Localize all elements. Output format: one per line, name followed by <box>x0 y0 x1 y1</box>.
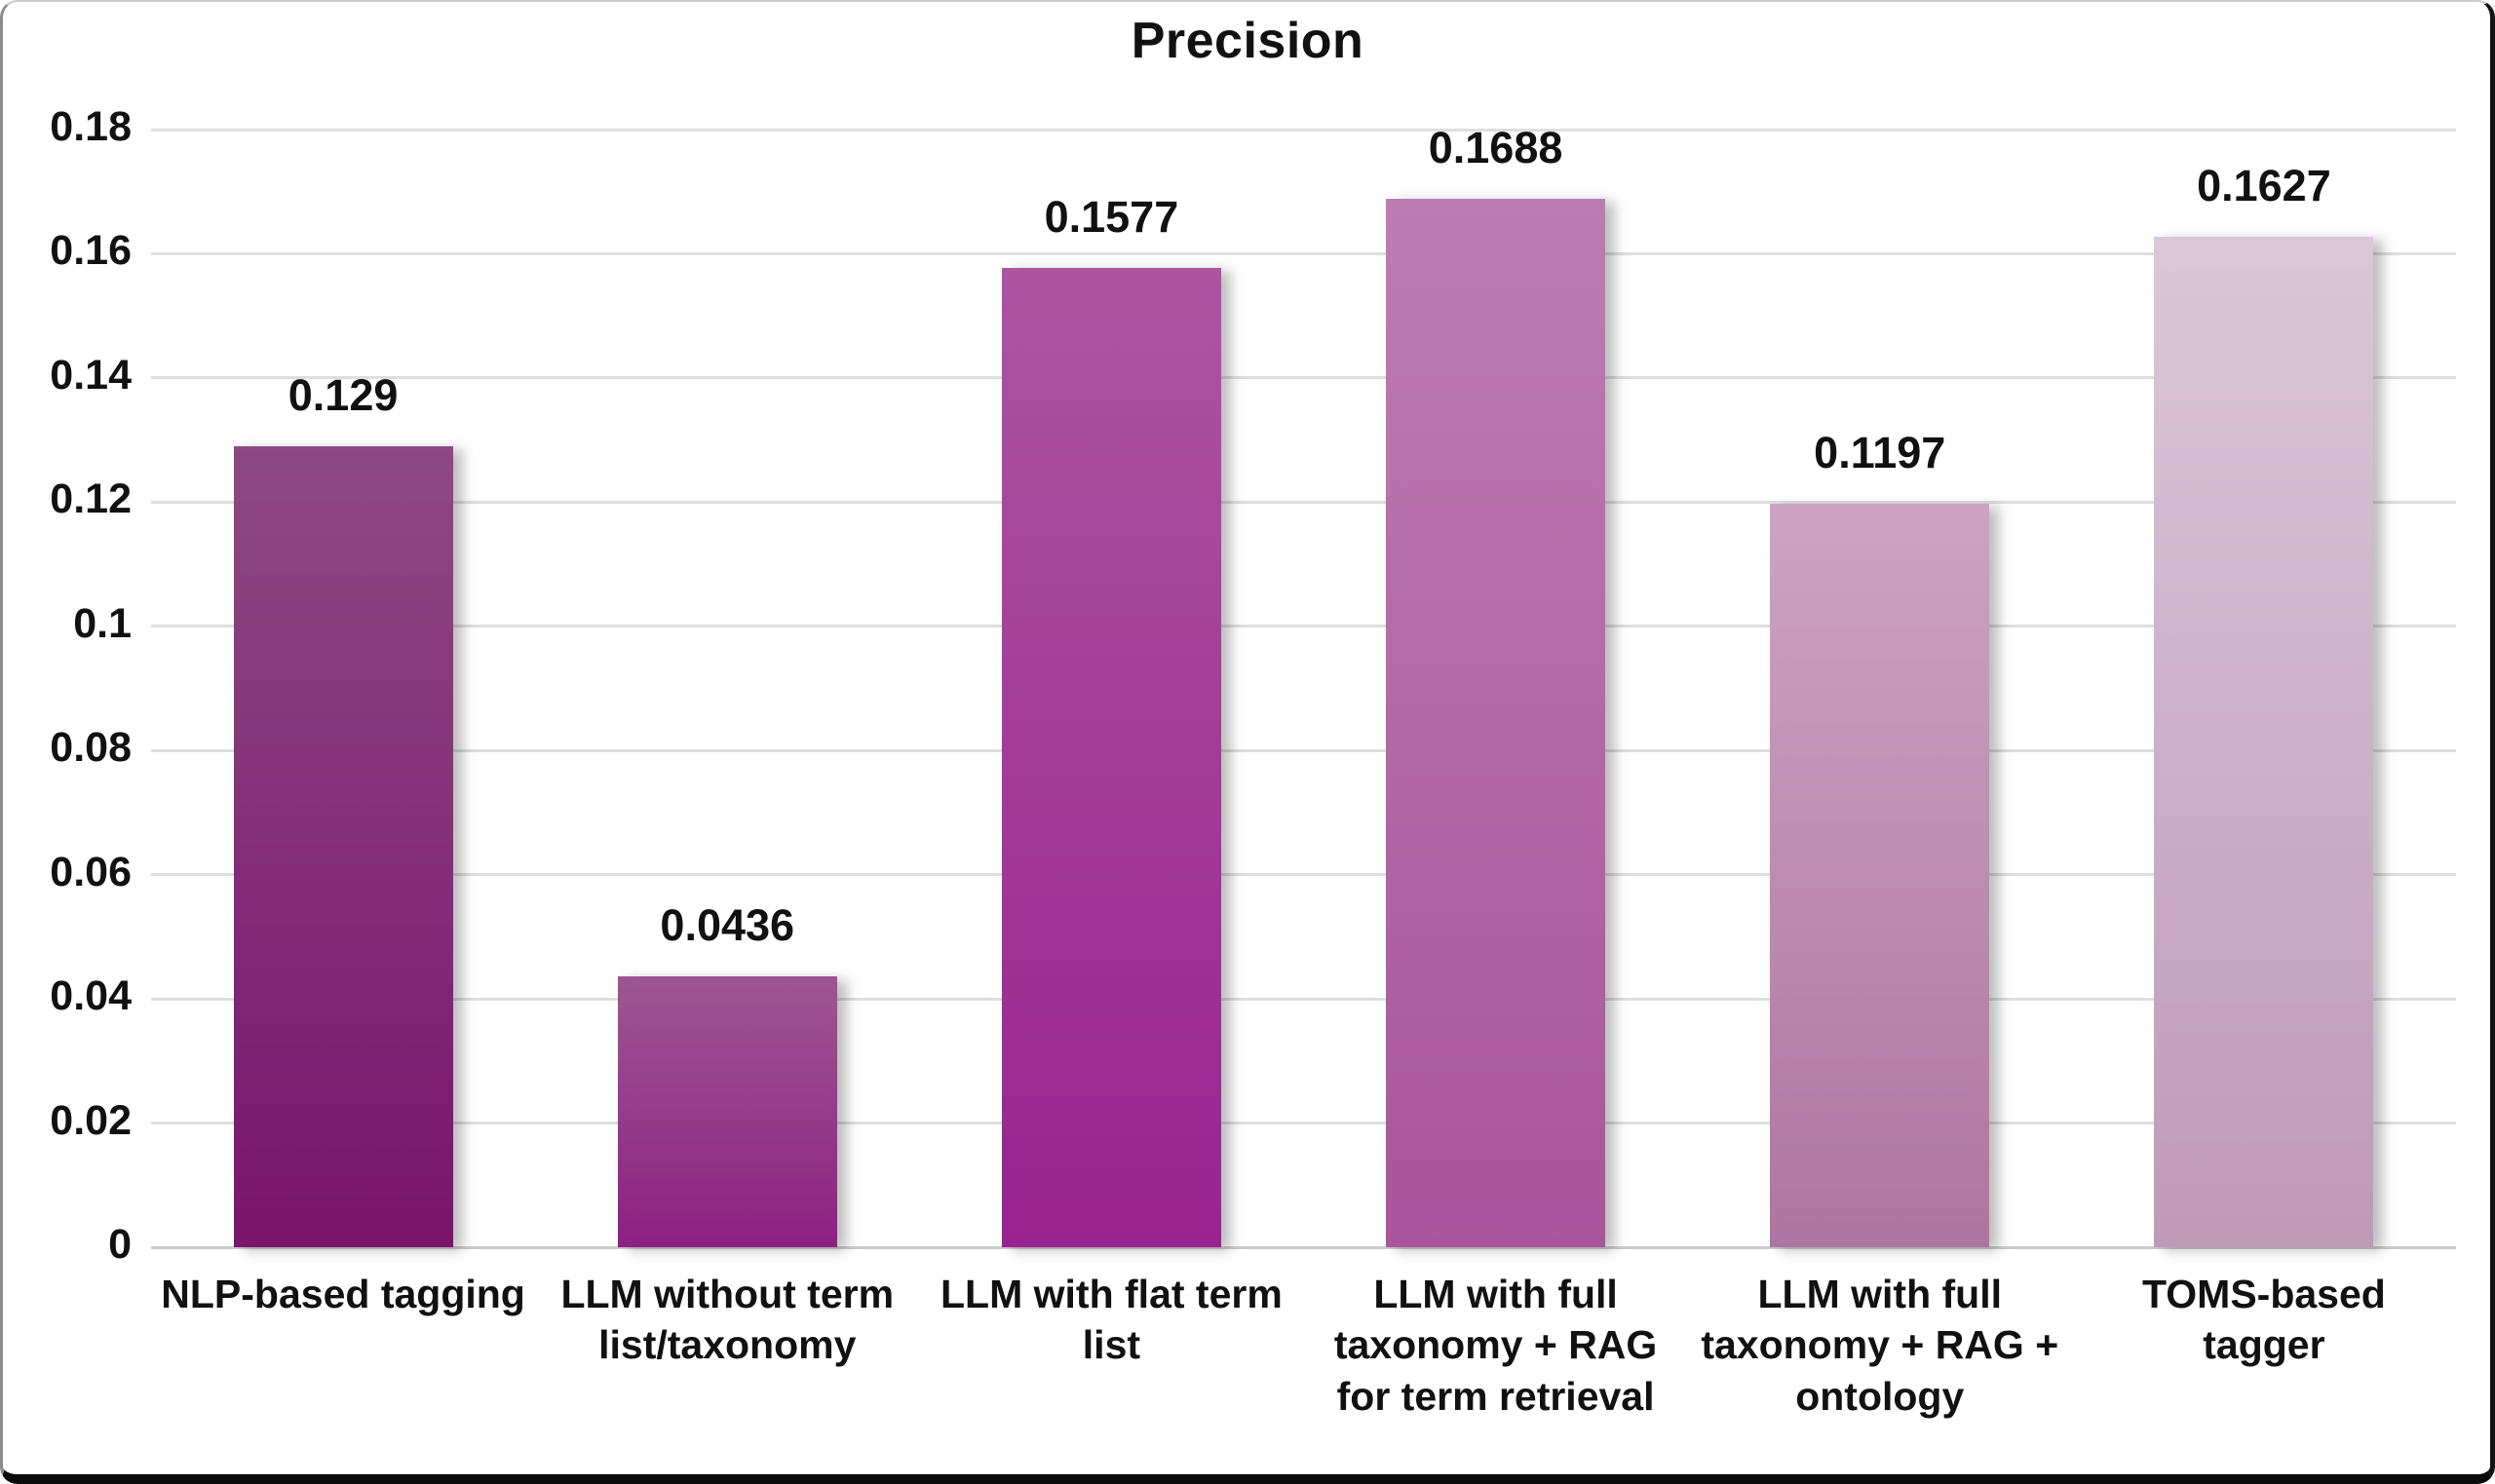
gridline <box>151 873 2456 877</box>
bar <box>2154 237 2374 1247</box>
bar <box>1386 199 1606 1247</box>
bar-value-label: 0.1627 <box>2197 161 2331 211</box>
y-tick-label: 0.1 <box>73 599 132 647</box>
gridline <box>151 625 2456 628</box>
x-category-label: NLP-based tagging <box>161 1272 525 1316</box>
bar <box>233 445 453 1247</box>
gridline <box>151 748 2456 752</box>
y-tick-label: 0.06 <box>50 848 132 895</box>
y-tick-label: 0.16 <box>50 227 132 275</box>
x-category-label: LLM with full taxonomy + RAG + ontology <box>1701 1272 2059 1419</box>
bar <box>1001 268 1221 1247</box>
gridline <box>151 1122 2456 1125</box>
bar-value-label: 0.1577 <box>1044 192 1179 243</box>
y-tick-label: 0.18 <box>50 103 132 150</box>
bar <box>617 976 837 1247</box>
gridline <box>151 128 2456 132</box>
bar-value-label: 0.1688 <box>1428 123 1563 173</box>
x-category-label: LLM without term list/taxonomy <box>560 1272 895 1368</box>
gridline <box>151 376 2456 380</box>
y-tick-label: 0.08 <box>50 724 132 772</box>
x-category-label: LLM with full taxonomy + RAG for term re… <box>1333 1272 1658 1419</box>
x-axis-baseline <box>151 1245 2456 1249</box>
x-category-label: LLM with flat term list <box>940 1272 1283 1368</box>
y-tick-label: 0.04 <box>50 972 132 1020</box>
bar-value-label: 0.129 <box>288 369 399 420</box>
y-tick-label: 0.12 <box>50 476 132 523</box>
gridline <box>151 997 2456 1001</box>
gridline <box>151 500 2456 504</box>
bar-value-label: 0.1197 <box>1814 428 1946 478</box>
y-tick-label: 0.14 <box>50 351 132 399</box>
x-category-label: TOMS-based tagger <box>2141 1272 2386 1368</box>
bar <box>1770 504 1990 1247</box>
chart-title: Precision <box>1131 13 1364 69</box>
gridline <box>151 251 2456 255</box>
y-tick-label: 0 <box>108 1221 132 1268</box>
y-tick-label: 0.02 <box>50 1096 132 1144</box>
bar-value-label: 0.0436 <box>660 900 795 951</box>
